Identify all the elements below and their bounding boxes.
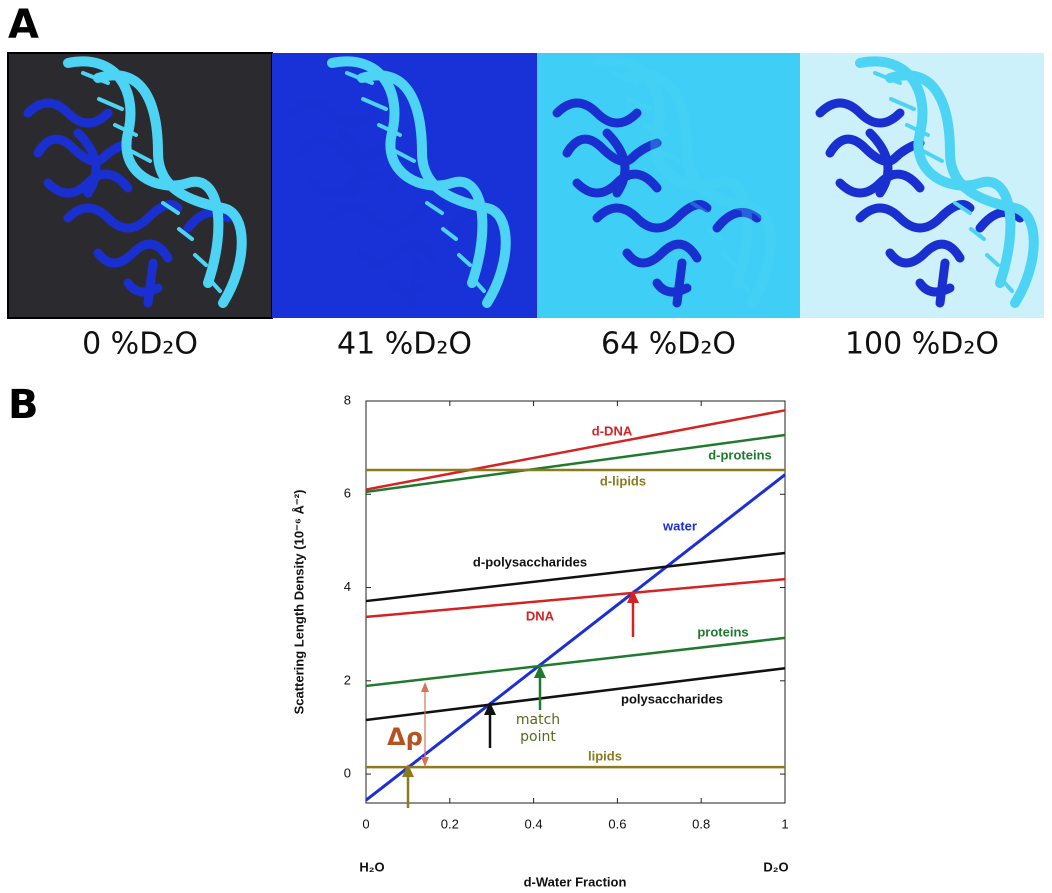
protein-chain [940, 263, 945, 303]
x-tick-label: 0.6 [608, 816, 626, 831]
arrow-head [421, 682, 429, 692]
match-arrows [402, 590, 639, 808]
y-tick-label: 6 [344, 486, 351, 501]
y-tick-label: 2 [344, 672, 351, 687]
arrow-head [421, 757, 429, 767]
panel-label: 64 %D₂O [601, 327, 736, 362]
series-label: d-polysaccharides [473, 554, 587, 569]
protein-chain [148, 263, 153, 303]
panel-letter: B [8, 382, 39, 428]
x-tick-label: 0 [362, 816, 369, 831]
protein-chain [412, 263, 417, 303]
series-label: DNA [526, 608, 555, 623]
x-tick-label: 0.8 [692, 816, 710, 831]
series-label: polysaccharides [621, 691, 723, 706]
match-point-label: point [520, 729, 556, 745]
x-axis-label: d-Water Fraction [524, 874, 627, 889]
series-label: proteins [697, 624, 748, 639]
series-line [366, 435, 785, 492]
y-tick-label: 8 [344, 392, 351, 407]
y-tick-label: 4 [344, 579, 351, 594]
plot: 0 2 4 6 8 0 0.2 0.4 0.6 0.8 1 d-DNA d-proteins d-lipi… [344, 392, 789, 831]
figure: A B 0 %D₂O41 %D₂O64 %D₂O100 %D₂O 0246800… [0, 0, 1052, 893]
series-line [366, 638, 785, 686]
x-tick-label: 1 [781, 816, 788, 831]
x-end-label: D₂O [763, 859, 788, 874]
delta-rho-label: Δρ [387, 723, 423, 751]
y-axis-label: Scattering Length Density (10⁻⁶ Å⁻²) [291, 490, 306, 715]
panel-letter: A [8, 2, 39, 48]
x-tick-label: 0.4 [525, 816, 543, 831]
panel-label: 41 %D₂O [337, 327, 472, 362]
y-tick-label: 0 [344, 766, 351, 781]
panel-label: 100 %D₂O [845, 327, 999, 362]
series-label: d-lipids [600, 473, 646, 488]
series-label: water [662, 518, 697, 533]
series-label: d-DNA [592, 423, 633, 438]
x-end-label: H₂O [359, 859, 384, 874]
protein-chain [677, 263, 682, 303]
series-label: d-proteins [708, 447, 772, 462]
match-point-label: match [516, 712, 560, 728]
series-line [366, 579, 785, 617]
panel-images: 0 %D₂O 41 %D₂O 64 %D₂O 100 %D₂O [8, 53, 1044, 362]
series-label: lipids [588, 748, 622, 763]
panel-label: 0 %D₂O [82, 327, 198, 362]
x-tick-label: 0.2 [441, 816, 459, 831]
